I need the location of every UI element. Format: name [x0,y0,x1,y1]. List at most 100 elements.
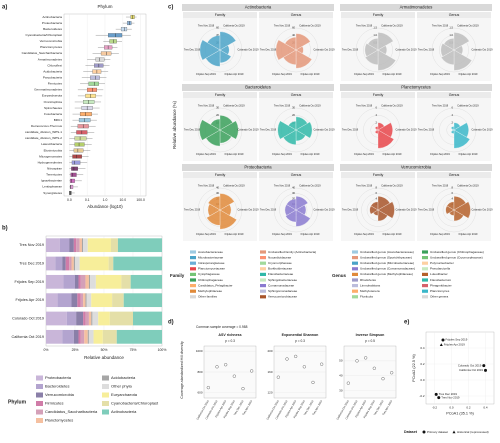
box [69,184,74,189]
bar-segment [65,256,70,271]
r-tick-label: 30 [216,106,219,110]
legend-label: Chitinophagaceae [198,278,223,282]
bar-segment [59,238,70,253]
bar-segment [75,256,80,271]
point [441,338,445,342]
group-title: Actinobacteria [245,5,272,10]
legend-marker [452,430,456,434]
site-label: Tres Nov 2019 [198,184,215,187]
site-label: Tres Dec 2019 [260,209,277,212]
legend-title: Family [170,273,185,278]
r-tick-label: 40 [216,33,219,37]
legend-label: Fluviicola [360,295,373,299]
legend-label: Rhodoferax [360,278,376,282]
y-tick-label: Tres Dec 2019 [19,262,44,266]
point [364,356,368,360]
y-tick-label: 600 [197,391,202,395]
site-label: Tres Dec 2019 [184,129,201,132]
legend-swatch [352,284,358,288]
level-title: Family [373,173,384,177]
legend-label: Acidobacteria [111,375,136,380]
site-label: Frijoles Apr 2019 [459,153,478,156]
legend-swatch [352,295,358,299]
panel-subtitle: p = 0.3 [225,339,235,343]
y-tick-label: 0.4 [420,346,425,350]
legend-swatch [190,272,196,276]
legend-swatch [422,250,428,254]
x-axis-label: Abundance (log10) [87,204,123,209]
legend-label: Flavobacteriaceae [268,272,294,276]
bar-segment [46,238,60,253]
legend-label: Unclassified genus (Chitinophagaceae) [430,250,484,254]
r-tick-label: 4 [376,197,378,201]
panel-label: d) [168,320,174,326]
level-strip [417,172,491,178]
site-label: Colorado Oct 2019 [472,209,494,212]
x-tick-label: 0.2 [466,405,471,409]
box [71,166,78,171]
site-label: Tres Dec 2019 [184,209,201,212]
bar-segment [46,293,58,308]
bar-segment [69,256,72,271]
legend-label: Cryomorphaceae [268,261,292,265]
site-label: Tres Nov 2019 [274,104,291,107]
legend-label: Verrucomicrobia [45,392,75,397]
point [346,381,350,385]
site-label: California Oct 2019 [223,184,245,187]
group-strip [340,4,492,11]
legend-label: Nocardioidaceae [268,255,291,259]
legend-label: Euryarchaeota [111,392,138,397]
bar-segment [77,293,81,308]
point [355,359,359,363]
site-label: Colorado Oct 2019 [238,209,260,212]
group-title: Verrucomicrobia [401,165,432,170]
legend-title: Dataset [404,430,418,434]
grid-circle [355,187,401,233]
bar-segment [63,274,75,289]
legend-swatch [260,261,266,265]
rose-sector [219,193,235,211]
bar-segment [85,293,87,308]
rose-sector [445,205,455,215]
y-tick-label: Candidatus_Saccharibacteria [22,51,63,55]
bar-segment [117,238,162,253]
legend-label: Sphingomonadaceae [268,289,298,293]
point [302,365,306,369]
legend-label: Cyanobacteria/Chloroplast [111,401,159,406]
legend-swatch [102,401,109,406]
level-strip [341,92,415,98]
grid-circle [431,187,477,233]
legend-swatch [352,289,358,293]
legend-swatch [190,250,196,254]
bar-segment [90,274,96,289]
site-label: Tres Nov 2019 [356,184,373,187]
bar-segment [123,293,162,308]
legend-label: Sphingobacteriaceae [268,278,297,282]
box [70,172,77,177]
r-tick-label: 20 [216,113,219,117]
site-label: Frijoles Apr 2019 [383,233,402,236]
y-tick-label: BRC1 [54,118,63,122]
rose-sector [219,209,237,230]
site-label: Tres Nov 2019 [356,24,373,27]
bar-segment [84,329,88,344]
bar-segment [110,238,118,253]
legend-swatch [422,284,428,288]
box [95,57,105,62]
legend-label: Unclassified genus (Acetobacteraceae) [360,250,414,254]
y-tick-label: Proteobacteria [42,21,62,25]
r-tick-label: 60 [216,26,219,30]
r-tick-label: 8 [376,186,378,190]
bar-segment [81,238,84,253]
legend-title: Phylum [97,4,112,9]
site-label: Frijoles Apr 2019 [301,73,320,76]
site-label: Frijoles Sep 2019 [196,153,216,156]
legend-swatch [260,272,266,276]
bar-segment [80,293,84,308]
site-label: Colorado Oct 2019 [238,49,260,52]
site-label: Frijoles Sep 2019 [354,73,374,76]
legend-swatch [260,295,266,299]
rose-sector [453,129,471,149]
level-title: Genus [449,173,460,177]
x-tick-label: 25% [72,348,79,352]
